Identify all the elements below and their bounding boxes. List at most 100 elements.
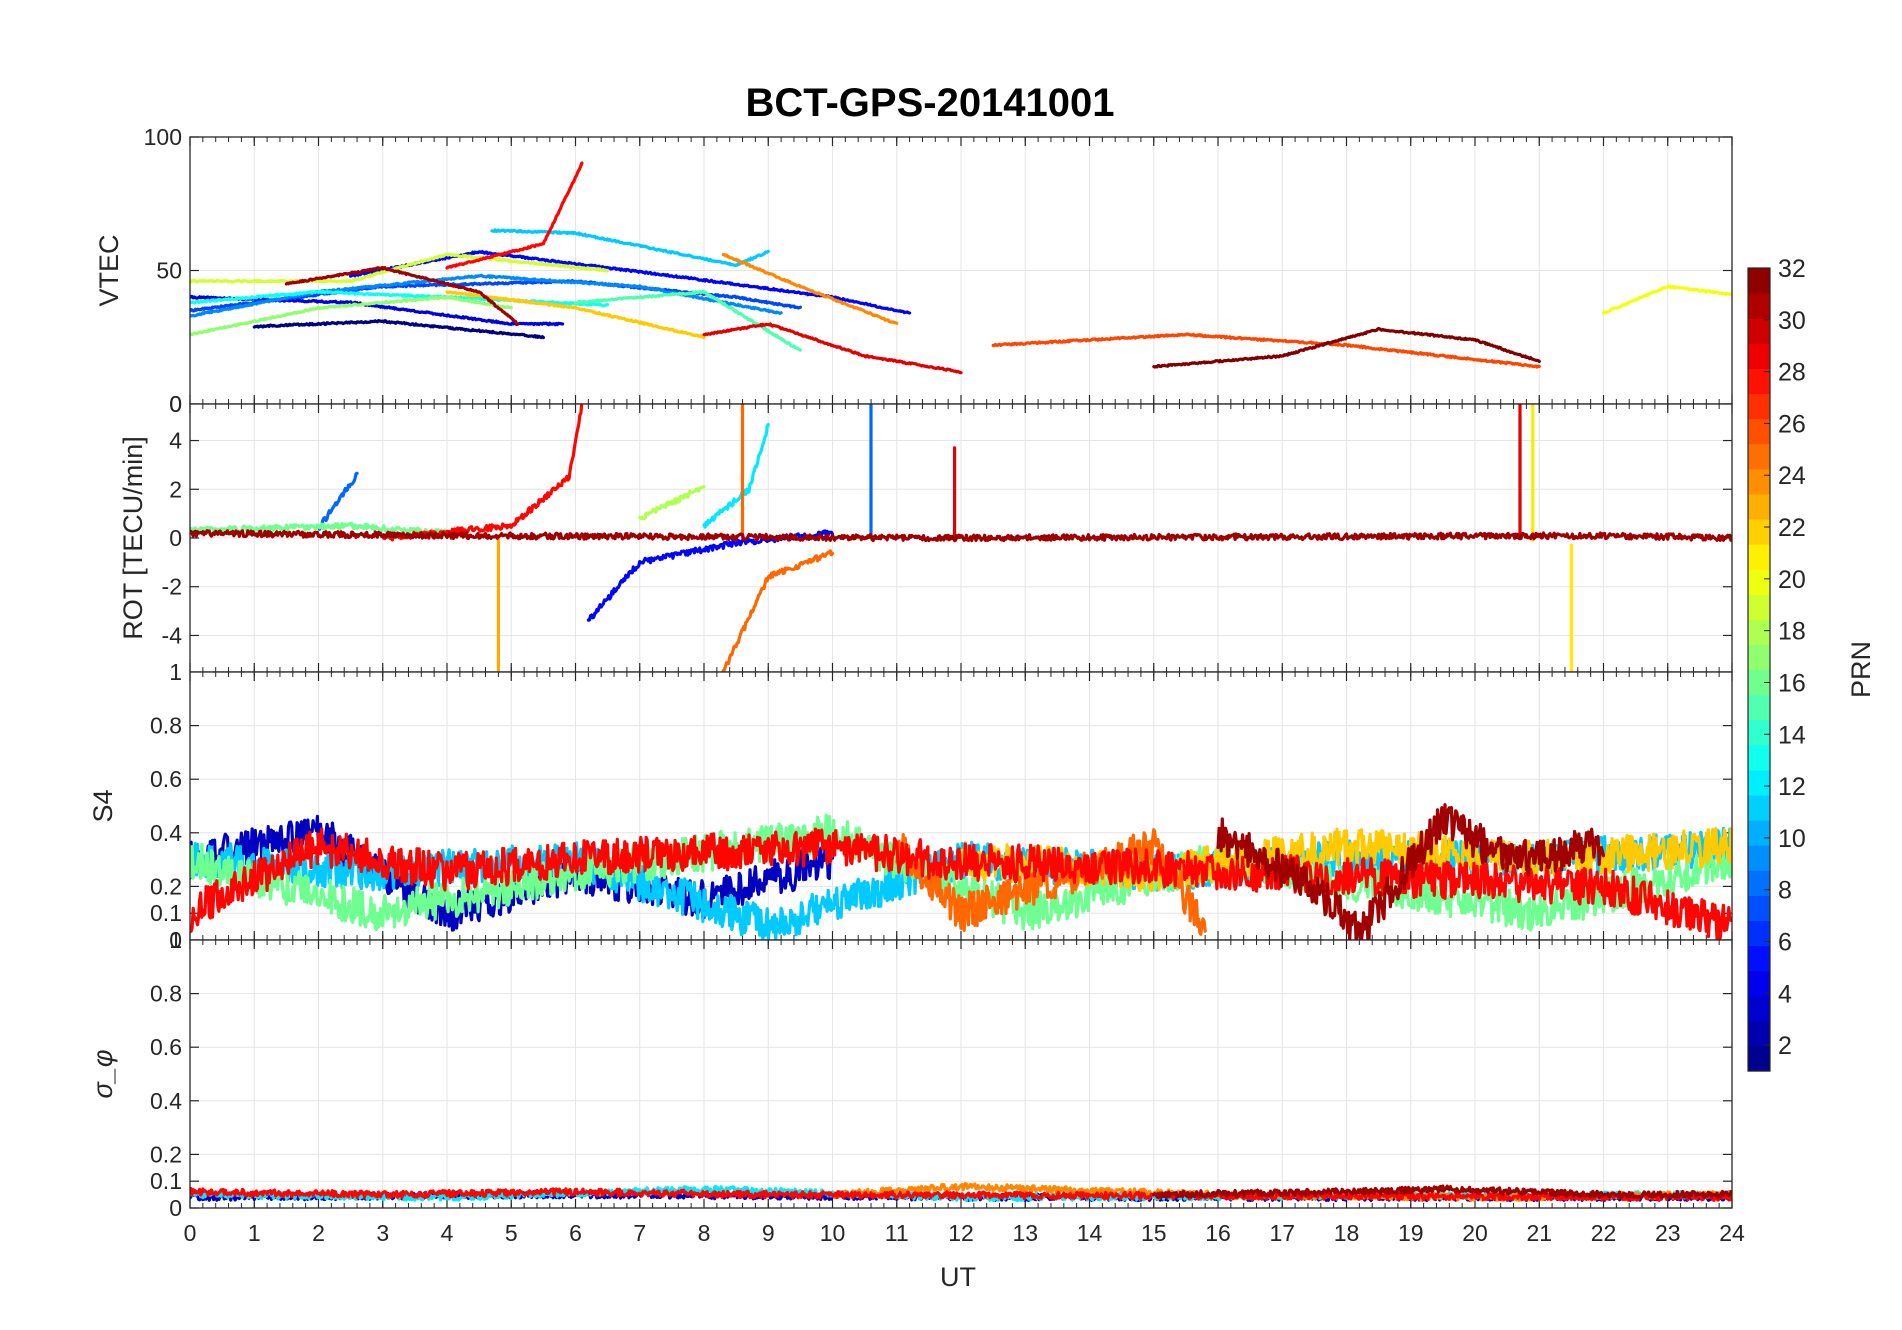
x-tick-label: 3 — [376, 1220, 389, 1246]
panel-top-limit-label: 1 — [169, 659, 182, 685]
colorbar-segment — [1748, 293, 1770, 319]
colorbar-segment — [1748, 1020, 1770, 1047]
series-group-rot — [190, 404, 1732, 672]
colorbar-segment — [1748, 644, 1770, 671]
y-tick-label-s4: 0.2 — [150, 873, 182, 899]
y-tick-label-s4: 0 — [169, 927, 182, 953]
colorbar-segment — [1748, 995, 1770, 1022]
colorbar-segment — [1748, 393, 1770, 420]
y-axis-label-sigma_phi: σ_φ — [88, 1050, 118, 1099]
colorbar-segment — [1748, 920, 1770, 947]
series-line-prn-18 — [638, 485, 706, 521]
colorbar-tick-label: 16 — [1778, 669, 1806, 697]
series-line-prn-28 — [190, 827, 1732, 940]
y-tick-label-s4: 0.6 — [150, 766, 182, 792]
colorbar-tick-label: 32 — [1778, 255, 1806, 283]
series-line-prn-26 — [991, 332, 1541, 369]
x-tick-label: 1 — [248, 1220, 261, 1246]
series-line-prn-5 — [349, 250, 912, 315]
colorbar-segment — [1748, 820, 1770, 846]
colorbar-segment — [1748, 619, 1770, 646]
x-tick-label: 18 — [1334, 1220, 1360, 1246]
y-tick-label-rot: 2 — [169, 476, 182, 502]
colorbar-segment — [1748, 518, 1770, 545]
colorbar-segment — [1748, 544, 1770, 570]
x-tick-label: 9 — [762, 1220, 775, 1246]
colorbar-segment — [1748, 794, 1770, 821]
y-tick-label-vtec: 100 — [144, 124, 182, 150]
x-tick-label: 4 — [441, 1220, 454, 1246]
y-tick-label-vtec: 0 — [169, 391, 182, 417]
colorbar-label: PRN — [1846, 641, 1876, 698]
colorbar-segment — [1748, 694, 1770, 721]
x-tick-label: 20 — [1462, 1220, 1488, 1246]
y-tick-label-rot: -4 — [162, 622, 183, 648]
x-tick-label: 17 — [1269, 1220, 1295, 1246]
x-tick-label: 23 — [1655, 1220, 1681, 1246]
series-line-prn-20 — [1601, 284, 1732, 315]
colorbar-segment — [1748, 418, 1770, 445]
y-tick-label-s4: 0.4 — [150, 820, 182, 846]
series-line-prn-31 — [1216, 803, 1606, 940]
colorbar-tick-label: 4 — [1778, 980, 1792, 1008]
x-tick-label: 24 — [1719, 1220, 1745, 1246]
x-tick-label: 11 — [885, 1220, 909, 1246]
x-tick-label: 21 — [1526, 1220, 1552, 1246]
x-axis-label: UT — [940, 1262, 976, 1292]
series-line-prn-29 — [702, 322, 963, 375]
colorbar-tick-label: 6 — [1778, 928, 1792, 956]
series-line-prn-8 — [316, 471, 359, 531]
colorbar-segment — [1748, 769, 1770, 796]
y-tick-label-s4: 0.1 — [150, 900, 182, 926]
panel-s4: 00.10.2 0.4 0.6 0.8 1 S4 — [88, 659, 1733, 953]
colorbar-segment — [1748, 945, 1770, 972]
colorbar-segment — [1748, 268, 1770, 294]
colorbar-tick-label: 30 — [1778, 307, 1806, 335]
colorbar-segment — [1748, 569, 1770, 595]
y-tick-label-rot: -2 — [162, 574, 182, 600]
x-tick-label: 5 — [505, 1220, 518, 1246]
series-line-prn-19 — [190, 252, 610, 284]
x-tick-label: 15 — [1141, 1220, 1167, 1246]
x-tick-label: 7 — [633, 1220, 646, 1246]
series-line-prn-25 — [895, 828, 1207, 936]
colorbar-segment — [1748, 493, 1770, 520]
series-line-prn-22 — [959, 827, 1732, 893]
series-line-prn-28 — [445, 161, 584, 270]
colorbar-segment — [1748, 368, 1770, 395]
y-tick-label-sigma_phi: 0.1 — [150, 1168, 182, 1194]
series-line-prn-22 — [445, 290, 706, 340]
series-line-prn-1 — [252, 319, 546, 340]
y-axis-label-vtec: VTEC — [94, 234, 124, 306]
x-tick-label: 19 — [1398, 1220, 1424, 1246]
colorbar-segment — [1748, 870, 1770, 896]
panel-top-limit-label: 0 — [169, 391, 182, 417]
series-line-prn-17 — [190, 295, 513, 337]
colorbar-segment — [1748, 443, 1770, 470]
series-group-s4 — [190, 803, 1732, 940]
colorbar-segment — [1748, 744, 1770, 771]
colorbar-segment — [1748, 1045, 1770, 1072]
series-line-prn-16 — [190, 521, 449, 537]
colorbar-segment — [1748, 970, 1770, 997]
panel-top-limit-label: 1 — [169, 927, 182, 953]
colorbar-tick-label: 28 — [1778, 359, 1806, 387]
y-axis-label-s4: S4 — [88, 789, 118, 822]
colorbar-segment — [1748, 895, 1770, 922]
series-group-sigma_phi — [190, 1181, 1732, 1203]
x-tick-label: 16 — [1205, 1220, 1231, 1246]
x-tick-label: 13 — [1012, 1220, 1038, 1246]
colorbar-segment — [1748, 845, 1770, 871]
y-tick-label-rot: 4 — [169, 428, 182, 454]
y-tick-label-sigma_phi: 0.8 — [150, 981, 182, 1007]
x-tick-label: 14 — [1077, 1220, 1103, 1246]
colorbar-segment — [1748, 343, 1770, 369]
series-line-prn-31 — [190, 529, 1732, 543]
panel-frame-sigma_phi — [189, 939, 1733, 1209]
colorbar-tick-label: 20 — [1778, 566, 1806, 594]
panel-sigma_phi: 00.10.20.40.60.81σ_φ — [88, 927, 1733, 1221]
colorbar-tick-label: 18 — [1778, 618, 1806, 646]
colorbar-segment — [1748, 468, 1770, 495]
